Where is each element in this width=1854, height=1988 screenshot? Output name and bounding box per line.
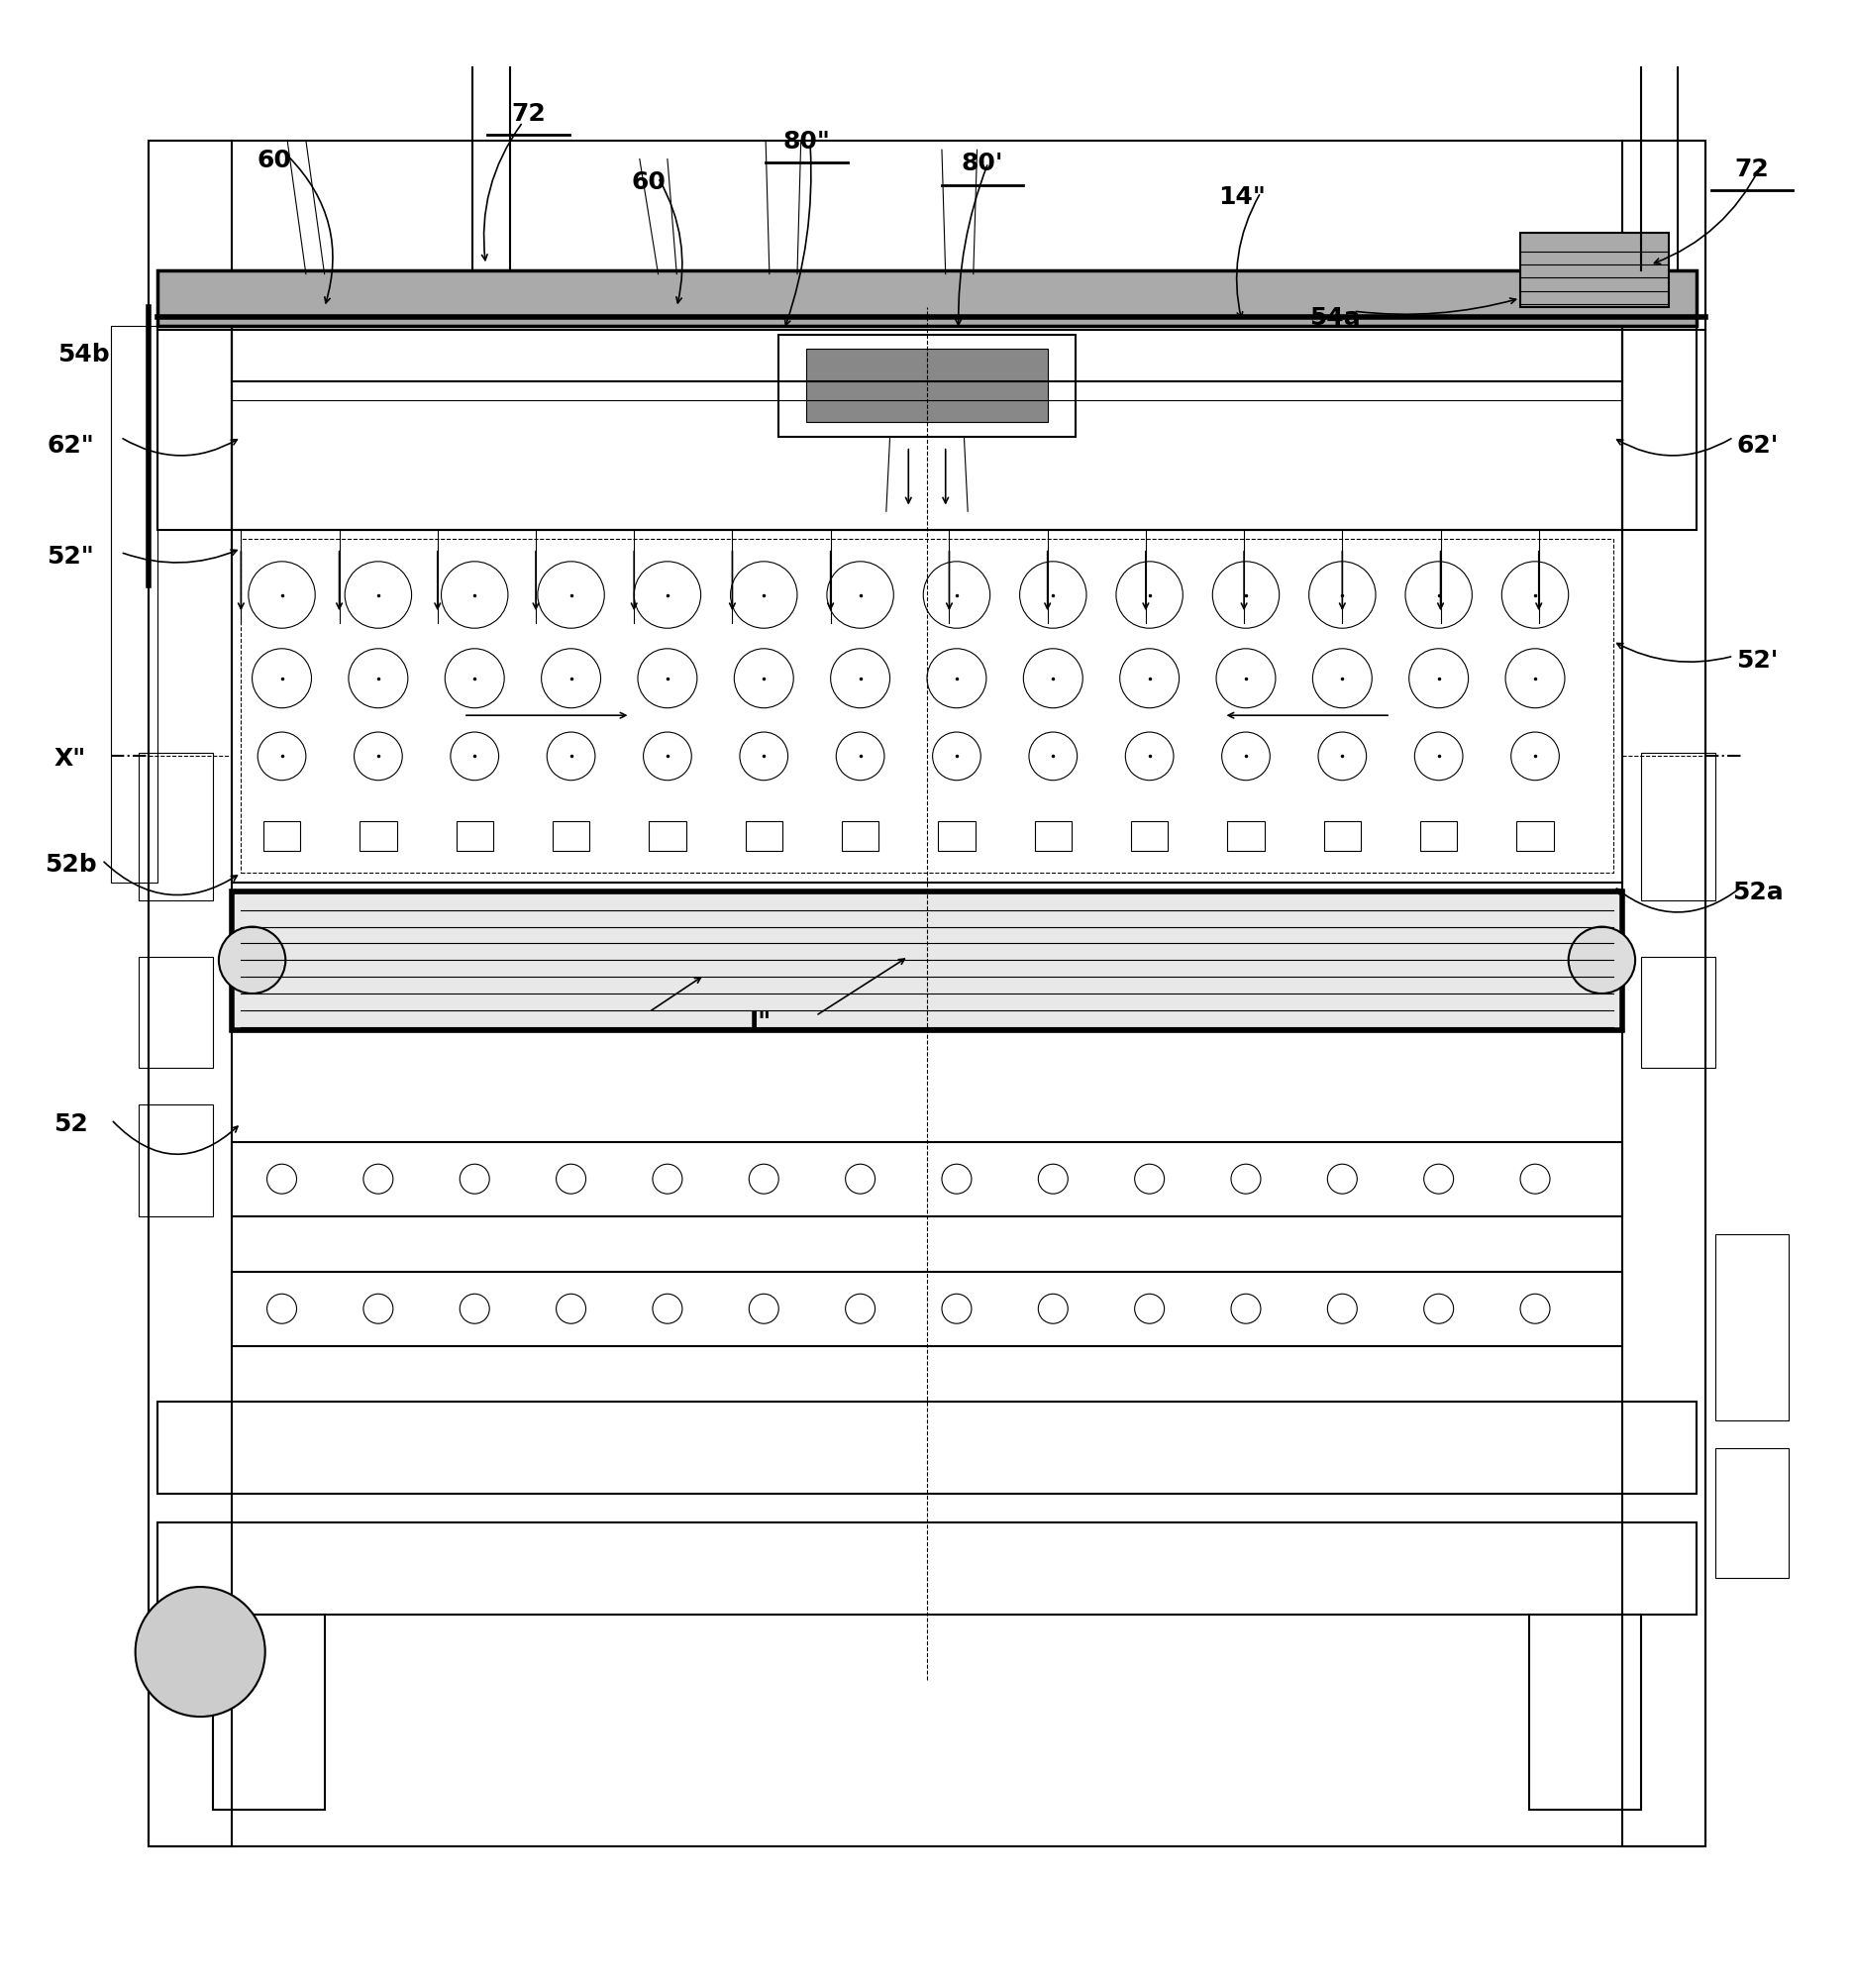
Bar [842, 821, 879, 851]
Bar [158, 1523, 1696, 1614]
Text: 60: 60 [632, 171, 666, 195]
Text: 52": 52" [46, 545, 95, 569]
Bar [1715, 1235, 1789, 1419]
Text: 52b: 52b [44, 853, 96, 877]
Bar [1035, 821, 1072, 851]
Bar [232, 893, 1622, 1032]
Bar [111, 326, 158, 883]
Bar [1622, 141, 1706, 1847]
Bar [552, 821, 590, 851]
Text: 52a: 52a [1732, 881, 1784, 905]
Bar [148, 141, 232, 1847]
Bar [1715, 1447, 1789, 1578]
Circle shape [219, 926, 286, 994]
Bar [649, 821, 686, 851]
Bar [158, 1402, 1696, 1495]
Bar [139, 753, 213, 901]
Bar [213, 1614, 324, 1809]
Bar [745, 821, 782, 851]
Bar [232, 1272, 1622, 1346]
Circle shape [135, 1586, 265, 1718]
Bar [1641, 753, 1715, 901]
Bar [158, 270, 1696, 326]
Text: 14": 14" [1218, 185, 1266, 209]
Bar [1131, 821, 1168, 851]
Bar [139, 1105, 213, 1217]
Bar [1517, 821, 1554, 851]
Bar [1641, 956, 1715, 1068]
Text: I": I" [749, 1010, 771, 1034]
Bar [806, 350, 1048, 423]
Bar [148, 141, 1706, 1847]
Text: 80': 80' [962, 151, 1003, 175]
Bar [456, 821, 493, 851]
Bar [360, 821, 397, 851]
Bar [232, 893, 1622, 1032]
Text: 52: 52 [54, 1111, 87, 1135]
Text: 54b: 54b [57, 342, 109, 366]
Bar [241, 541, 1613, 873]
Text: 72: 72 [512, 101, 545, 125]
Bar [1420, 821, 1457, 851]
Bar [1520, 235, 1669, 308]
Bar [1324, 821, 1361, 851]
Text: 72: 72 [1735, 157, 1769, 181]
Text: 54a: 54a [1309, 306, 1361, 330]
Bar [232, 1143, 1622, 1217]
Bar [1622, 326, 1696, 531]
Bar [263, 821, 300, 851]
Circle shape [1568, 926, 1635, 994]
Text: 62": 62" [46, 433, 95, 457]
Bar [158, 270, 1696, 318]
Bar [232, 531, 1622, 883]
Text: 52': 52' [1737, 648, 1778, 672]
Bar [158, 326, 232, 531]
Text: 62': 62' [1737, 433, 1778, 457]
Bar [232, 326, 1622, 531]
Bar [779, 336, 1075, 437]
Bar [1530, 1614, 1641, 1809]
Bar [1227, 821, 1264, 851]
Text: 80": 80" [782, 129, 831, 153]
Bar [139, 956, 213, 1068]
Bar [938, 821, 975, 851]
Text: X": X" [54, 747, 87, 771]
Text: 60: 60 [258, 149, 291, 171]
